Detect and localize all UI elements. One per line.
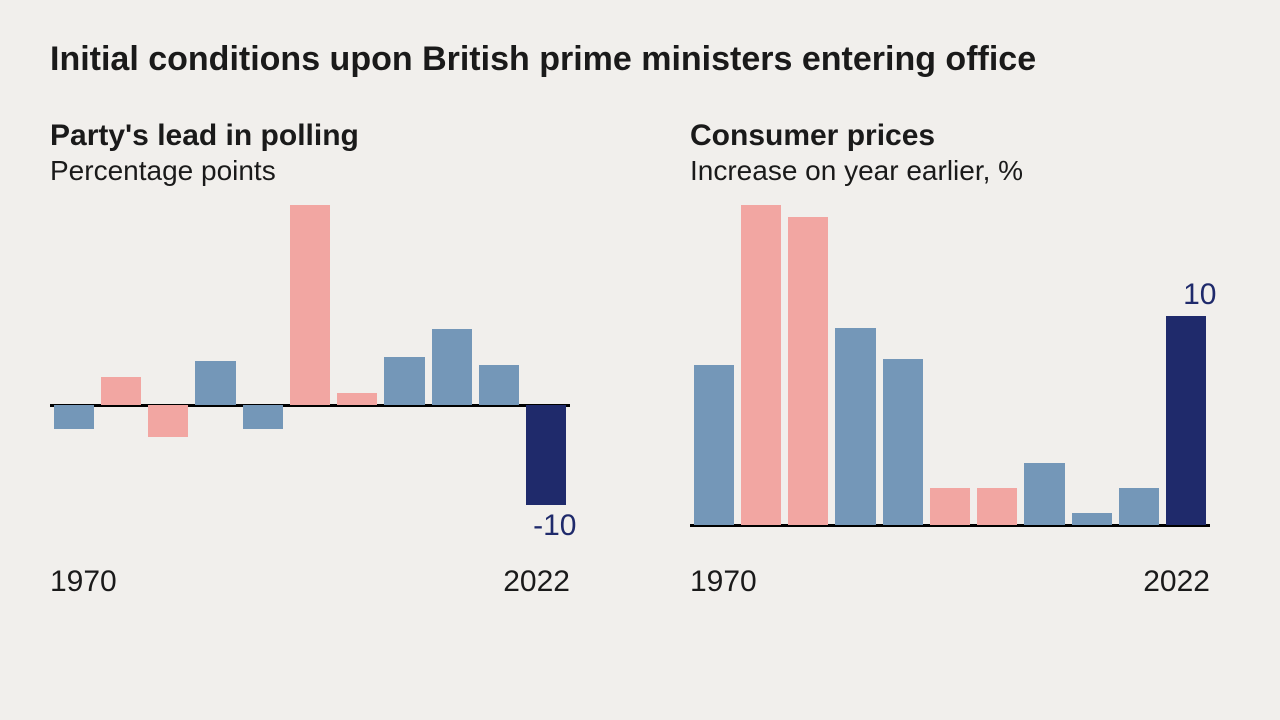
bar bbox=[788, 217, 828, 525]
bar bbox=[1072, 513, 1112, 525]
bar bbox=[977, 488, 1017, 525]
panel-subtitle: Percentage points bbox=[50, 155, 570, 187]
x-axis-labels: 1970 2022 bbox=[50, 565, 570, 605]
bar bbox=[883, 359, 923, 525]
bar bbox=[526, 405, 566, 505]
bar-value-label: -10 bbox=[506, 509, 576, 543]
bar bbox=[479, 365, 519, 405]
bar bbox=[694, 365, 734, 525]
xaxis-end: 2022 bbox=[1143, 565, 1210, 599]
bar bbox=[930, 488, 970, 525]
panel-subtitle: Increase on year earlier, % bbox=[690, 155, 1210, 187]
bar bbox=[148, 405, 188, 437]
bar bbox=[384, 357, 424, 405]
bar bbox=[1166, 316, 1206, 525]
panel-cpi: Consumer pricesIncrease on year earlier,… bbox=[690, 119, 1210, 605]
panel-title: Consumer prices bbox=[690, 119, 1210, 153]
xaxis-start: 1970 bbox=[50, 565, 117, 599]
bar bbox=[101, 377, 141, 405]
bar-value-label: 10 bbox=[1156, 278, 1216, 312]
xaxis-start: 1970 bbox=[690, 565, 757, 599]
chart-title: Initial conditions upon British prime mi… bbox=[50, 40, 1230, 79]
chart-plot-area: -10 bbox=[50, 205, 570, 525]
bar bbox=[741, 205, 781, 525]
bar bbox=[1024, 463, 1064, 525]
panels-row: Party's lead in pollingPercentage points… bbox=[50, 119, 1230, 605]
x-axis-labels: 1970 2022 bbox=[690, 565, 1210, 605]
chart-plot-area: 10 bbox=[690, 205, 1210, 525]
bar bbox=[337, 393, 377, 405]
bar bbox=[432, 329, 472, 405]
bar bbox=[835, 328, 875, 525]
bar bbox=[54, 405, 94, 429]
chart-container: Initial conditions upon British prime mi… bbox=[0, 0, 1280, 605]
bar bbox=[1119, 488, 1159, 525]
xaxis-end: 2022 bbox=[503, 565, 570, 599]
panel-polling: Party's lead in pollingPercentage points… bbox=[50, 119, 570, 605]
bar bbox=[290, 205, 330, 405]
bar bbox=[195, 361, 235, 405]
bar bbox=[243, 405, 283, 429]
panel-title: Party's lead in polling bbox=[50, 119, 570, 153]
